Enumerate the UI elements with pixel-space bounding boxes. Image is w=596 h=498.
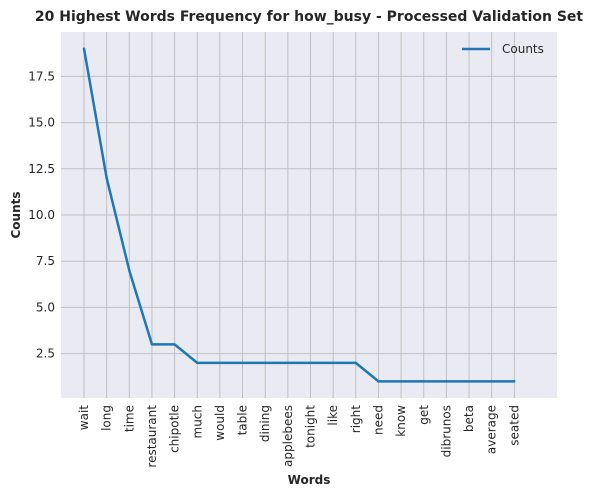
data-point — [218, 361, 222, 365]
x-tick-label: tonight — [304, 405, 318, 448]
data-point — [422, 380, 425, 383]
data-point — [241, 361, 244, 365]
legend-label: Counts — [502, 42, 544, 56]
x-tick-label: average — [485, 405, 499, 454]
chart-title: 20 Highest Words Frequency for how_busy … — [35, 9, 584, 25]
y-tick-label: 12.5 — [28, 162, 55, 176]
x-tick-label: wait — [77, 405, 91, 431]
data-point — [513, 380, 516, 383]
data-point — [377, 380, 380, 383]
y-tick-label: 7.5 — [36, 254, 55, 268]
data-point — [128, 269, 131, 272]
data-point — [309, 361, 312, 365]
y-tick-label: 5.0 — [36, 300, 55, 314]
x-tick-label: seated — [507, 405, 521, 446]
series-layer — [82, 47, 516, 383]
y-tick-label: 10.0 — [28, 208, 55, 222]
y-tick-label: 17.5 — [28, 69, 55, 83]
data-point — [286, 361, 290, 365]
x-tick-label: much — [190, 405, 204, 439]
series-line-counts — [82, 48, 515, 383]
x-tick-label: right — [349, 405, 363, 433]
x-tick-label: table — [236, 405, 250, 435]
data-point — [105, 176, 108, 180]
x-tick-label: know — [394, 405, 408, 437]
x-tick-label: beta — [462, 405, 476, 432]
data-point — [467, 380, 471, 383]
x-tick-label: would — [213, 405, 227, 441]
data-point — [354, 361, 357, 365]
y-tick-labels: 2.5 5.0 7.5 10.0 12.5 15.0 17.5 — [28, 69, 55, 360]
x-axis-label: Words — [288, 473, 331, 487]
x-tick-label: dibrunos — [439, 405, 453, 457]
data-point — [445, 380, 448, 383]
x-tick-labels: wait long time restaurant chipotle much would t… — [77, 405, 521, 468]
grid — [61, 32, 557, 398]
data-point — [173, 343, 176, 346]
x-tick-label: dining — [258, 405, 272, 442]
y-tick-label: 15.0 — [28, 116, 55, 130]
x-tick-label: chipotle — [168, 405, 182, 453]
data-point — [150, 343, 154, 346]
y-tick-label: 2.5 — [36, 347, 55, 361]
legend: Counts — [462, 42, 544, 56]
x-tick-label: long — [100, 405, 114, 431]
x-tick-label: get — [417, 405, 431, 425]
y-axis-label: Counts — [9, 191, 23, 238]
x-tick-label: restaurant — [145, 405, 159, 468]
x-tick-label: time — [122, 405, 136, 432]
data-point — [490, 380, 493, 383]
data-point — [331, 361, 335, 365]
data-point — [196, 361, 199, 365]
x-tick-label: applebees — [281, 405, 295, 467]
data-point — [399, 380, 403, 383]
data-point — [264, 361, 267, 365]
x-tick-label: like — [326, 405, 340, 426]
data-point — [82, 47, 86, 50]
x-tick-label: need — [371, 405, 385, 435]
